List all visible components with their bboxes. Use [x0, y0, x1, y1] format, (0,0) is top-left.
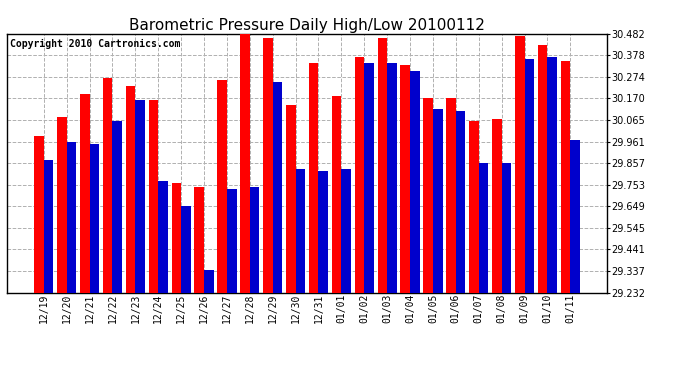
Bar [400, 65, 410, 292]
Bar [34, 136, 43, 292]
Bar [250, 188, 259, 292]
Bar [195, 188, 204, 292]
Bar [204, 270, 214, 292]
Text: Copyright 2010 Cartronics.com: Copyright 2010 Cartronics.com [10, 39, 180, 49]
Bar [263, 38, 273, 292]
Bar [80, 94, 90, 292]
Bar [227, 189, 237, 292]
Bar [469, 121, 479, 292]
Bar [148, 100, 158, 292]
Bar [158, 181, 168, 292]
Bar [571, 140, 580, 292]
Bar [561, 61, 571, 292]
Title: Barometric Pressure Daily High/Low 20100112: Barometric Pressure Daily High/Low 20100… [129, 18, 485, 33]
Bar [217, 80, 227, 292]
Bar [135, 100, 145, 292]
Bar [387, 63, 397, 292]
Bar [479, 162, 489, 292]
Bar [286, 105, 295, 292]
Bar [273, 82, 282, 292]
Bar [295, 169, 305, 292]
Bar [112, 121, 122, 292]
Bar [309, 63, 319, 292]
Bar [43, 160, 53, 292]
Bar [515, 36, 524, 292]
Bar [547, 57, 557, 292]
Bar [364, 63, 374, 292]
Bar [524, 59, 534, 292]
Bar [57, 117, 67, 292]
Bar [424, 98, 433, 292]
Bar [240, 32, 250, 292]
Bar [456, 111, 466, 292]
Bar [377, 38, 387, 292]
Bar [126, 86, 135, 292]
Bar [342, 169, 351, 292]
Bar [410, 71, 420, 292]
Bar [332, 96, 342, 292]
Bar [492, 119, 502, 292]
Bar [319, 171, 328, 292]
Bar [502, 162, 511, 292]
Bar [67, 142, 77, 292]
Bar [433, 109, 442, 292]
Bar [538, 45, 547, 292]
Bar [172, 183, 181, 292]
Bar [90, 144, 99, 292]
Bar [103, 78, 112, 292]
Bar [355, 57, 364, 292]
Bar [446, 98, 456, 292]
Bar [181, 206, 190, 292]
